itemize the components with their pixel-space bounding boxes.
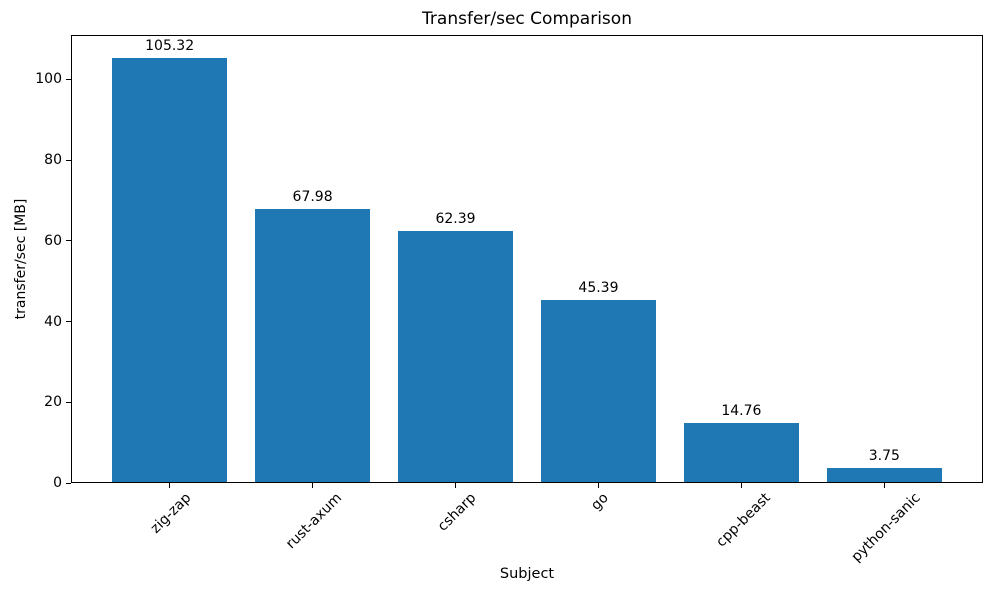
chart-title: Transfer/sec Comparison (422, 9, 632, 29)
y-tick-label: 100 (35, 71, 62, 88)
x-tick-label-text: go (588, 490, 613, 514)
bar (398, 231, 513, 482)
bar-value-label: 14.76 (721, 403, 762, 420)
y-tick (66, 401, 71, 403)
x-tick-label-text: rust-axum (282, 490, 345, 553)
x-tick-label-text: cpp-beast (712, 490, 774, 551)
bar (684, 423, 799, 482)
x-tick-label-text: python-sanic (848, 490, 924, 566)
y-tick-label: 80 (44, 152, 62, 169)
y-tick-label: 20 (44, 394, 62, 411)
x-tick-label-text: zig-zap (147, 490, 195, 537)
bar (827, 467, 942, 482)
y-tick-label: 0 (53, 475, 62, 491)
x-tick-label-text: csharp (434, 490, 480, 535)
bar-value-label: 62.39 (435, 211, 476, 228)
y-tick-label: 60 (44, 232, 62, 249)
x-tick (312, 483, 314, 488)
bar (112, 57, 227, 482)
x-tick (883, 483, 885, 488)
bar-value-label: 45.39 (578, 279, 619, 296)
y-tick (66, 482, 71, 484)
bar-value-label: 105.32 (145, 37, 195, 54)
bar-value-label: 67.98 (292, 188, 333, 205)
y-tick-label: 40 (44, 313, 62, 330)
y-tick (66, 240, 71, 242)
bar (541, 299, 656, 482)
x-tick (455, 483, 457, 488)
x-axis-label: Subject (499, 566, 555, 582)
x-tick (740, 483, 742, 488)
x-tick (169, 483, 171, 488)
y-tick (66, 159, 71, 161)
x-tick (597, 483, 599, 488)
bar-value-label: 3.75 (868, 447, 900, 464)
y-axis-label-text: transfer/sec [MB] (13, 198, 29, 320)
y-tick (66, 78, 71, 80)
y-tick (66, 321, 71, 323)
bar (255, 208, 370, 482)
